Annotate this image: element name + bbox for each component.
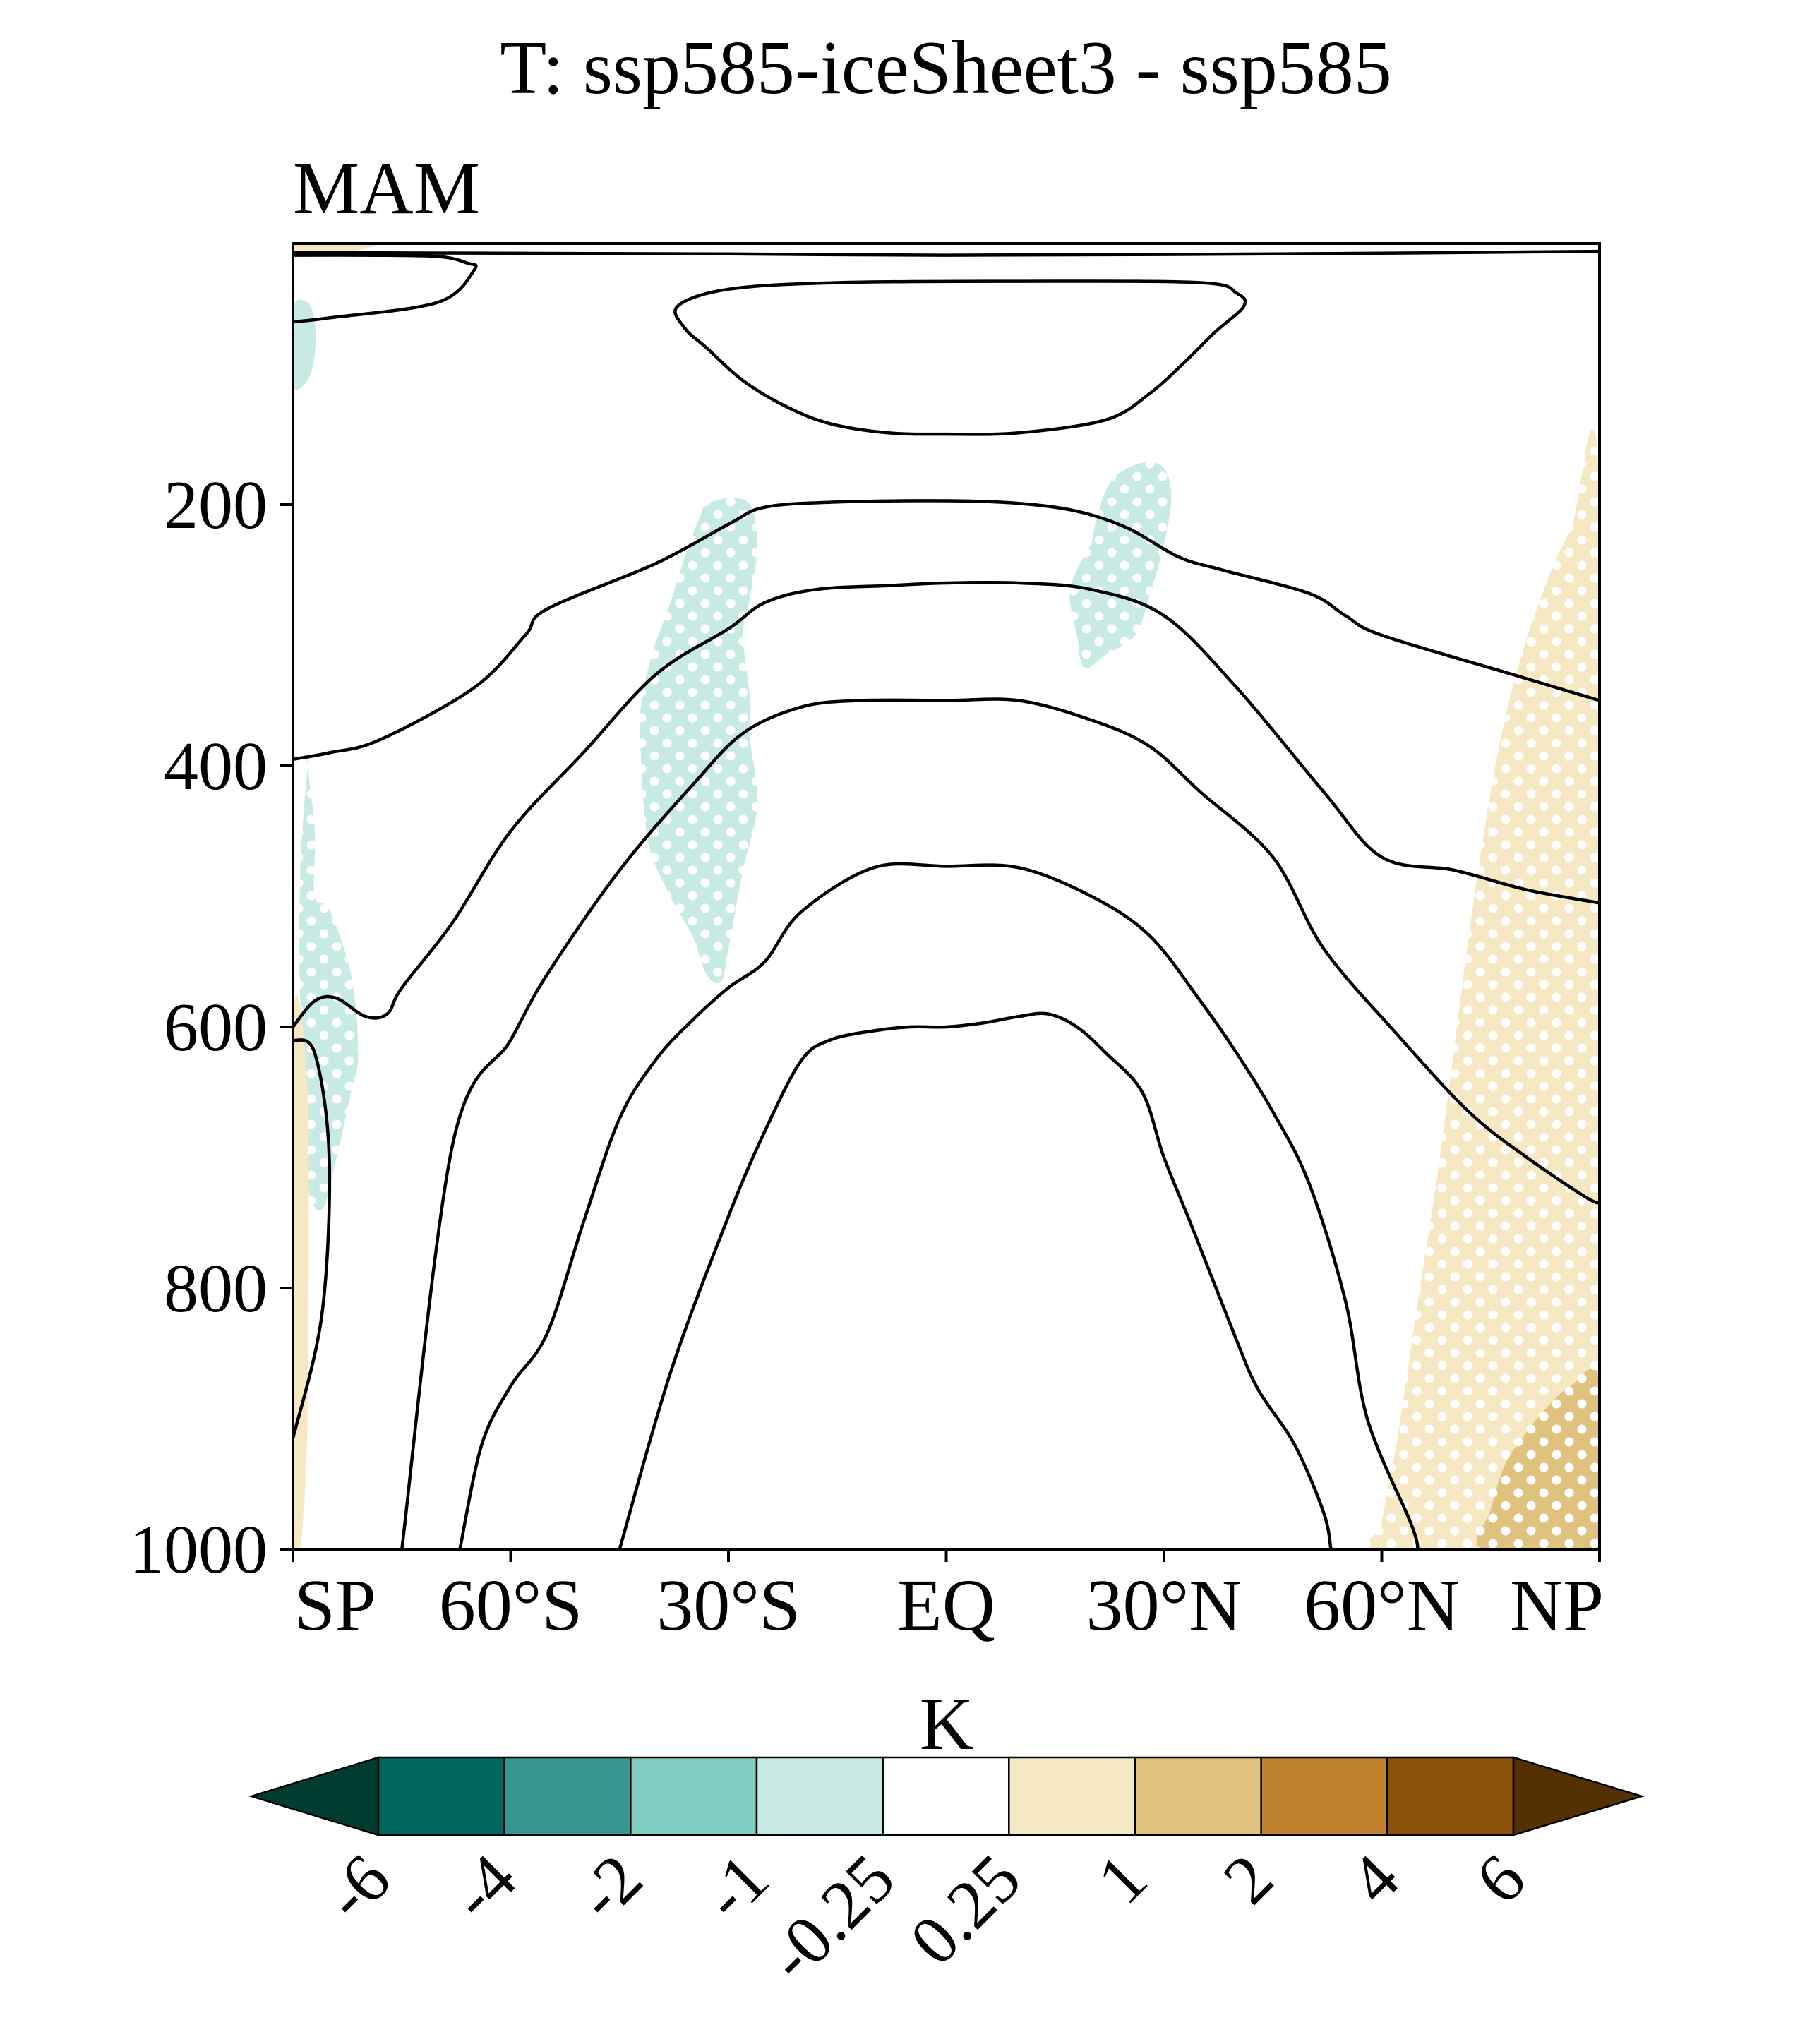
colorbar-tick-label: -6 xyxy=(310,1840,404,1935)
contour-c xyxy=(673,279,1247,436)
colorbar-tick-label: 4 xyxy=(1336,1840,1414,1918)
contour-i xyxy=(618,1011,1333,1549)
plot-area xyxy=(293,244,1600,1549)
colorbar-box xyxy=(755,1756,884,1836)
colorbar-tick-label: 2 xyxy=(1209,1840,1288,1918)
colorbar-tick-label: 0.25 xyxy=(896,1840,1036,1980)
plot-frame xyxy=(292,242,1601,1551)
colorbar-label: K xyxy=(920,1683,974,1765)
colorbar: -6 -4 -2 -1-0.250.25 1 2 4 6 xyxy=(248,1756,1645,1996)
contour-f xyxy=(293,1038,332,1439)
contour-a xyxy=(293,249,1600,257)
neg-region-sp-top xyxy=(293,299,316,390)
x-tick-label: SP xyxy=(294,1565,376,1646)
neg-region-sp-low-stipple xyxy=(299,755,359,1211)
colorbar-tick-label: 1 xyxy=(1084,1840,1162,1918)
colorbar-min-arrow xyxy=(248,1756,380,1836)
contour-h xyxy=(458,862,1420,1549)
contour-d xyxy=(293,499,1600,762)
colorbar-box xyxy=(1134,1756,1262,1836)
y-tick-label: 600 xyxy=(164,990,268,1066)
x-tick-label: 30°S xyxy=(656,1565,800,1646)
colorbar-tick-label: 6 xyxy=(1462,1840,1540,1918)
neg-region-30n-stipple xyxy=(1069,462,1172,669)
y-tick-label: 800 xyxy=(164,1251,268,1327)
colorbar-box xyxy=(630,1756,758,1836)
colorbar-box xyxy=(1008,1756,1136,1836)
season-label: MAM xyxy=(293,147,480,229)
y-tick-label: 200 xyxy=(164,467,268,543)
y-tick-label: 400 xyxy=(164,728,268,805)
colorbar-tick-label: -1 xyxy=(688,1840,783,1935)
colorbar-tick-label: -2 xyxy=(563,1840,657,1935)
y-axis: 200 400 600 800 1000 xyxy=(129,467,293,1588)
pos-region-np-stipple xyxy=(1364,427,1600,1549)
colorbar-tick-label: -0.25 xyxy=(754,1840,910,1996)
contour-layer xyxy=(293,249,1600,1549)
x-tick-label: EQ xyxy=(897,1565,995,1646)
colorbar-box xyxy=(1386,1756,1515,1836)
x-tick-label: NP xyxy=(1510,1565,1604,1646)
y-tick-label: 1000 xyxy=(129,1512,268,1588)
pos-region-sp-surface xyxy=(293,995,309,1549)
colorbar-max-arrow xyxy=(1512,1756,1645,1836)
x-tick-label: 60°S xyxy=(439,1565,582,1646)
colorbar-box xyxy=(503,1756,632,1836)
x-tick-label: 60°N xyxy=(1304,1565,1460,1646)
neg-region-30s-stipple xyxy=(640,498,758,984)
contour-b xyxy=(293,253,478,324)
pos-region-np-strong-stipple xyxy=(1476,1368,1600,1549)
chart-title: T: ssp585-iceSheet3 - ssp585 xyxy=(500,26,1391,110)
contour-e xyxy=(293,580,1600,1028)
contour-g xyxy=(400,697,1600,1549)
x-tick-label: 30°N xyxy=(1086,1565,1242,1646)
x-axis: SP 60°S 30°S EQ 30°N 60°N NP xyxy=(292,1549,1604,1646)
colorbar-box xyxy=(882,1756,1010,1836)
colorbar-tick-label: -4 xyxy=(436,1840,531,1935)
colorbar-box xyxy=(377,1756,505,1836)
colorbar-box xyxy=(1260,1756,1388,1836)
shading-layer xyxy=(293,244,1600,1549)
